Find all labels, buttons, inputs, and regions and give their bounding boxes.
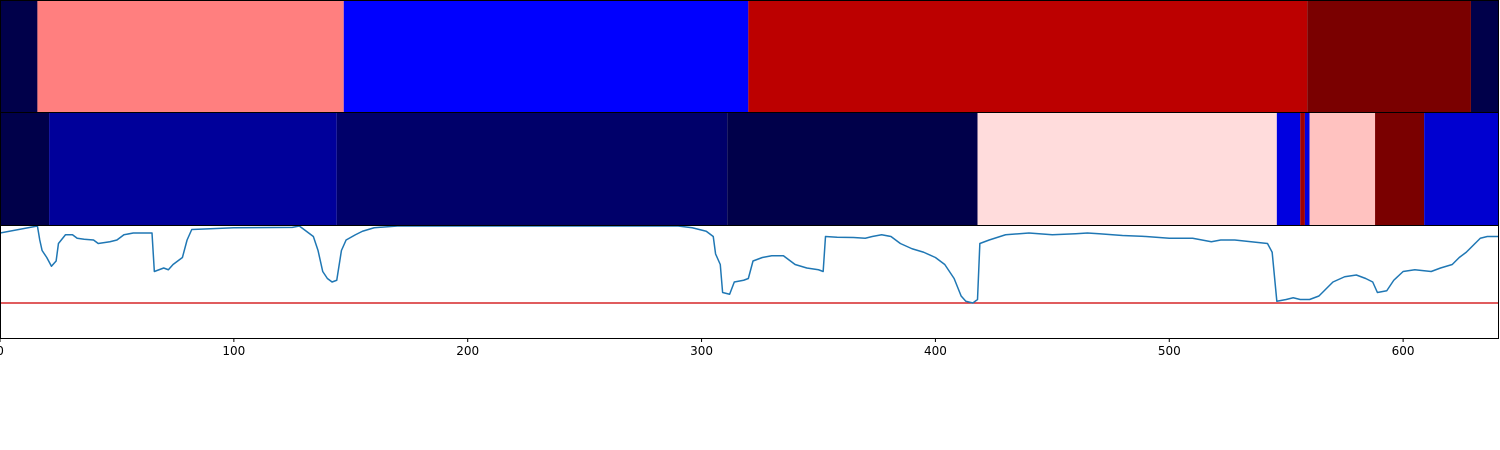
heatmap-segment-0-3 [748, 1, 1308, 112]
heatmap-segment-0-4 [1307, 1, 1471, 112]
heatmap-segment-0-5 [1470, 1, 1499, 112]
x-tick-label-400: 400 [924, 344, 947, 358]
x-tick-label-200: 200 [456, 344, 479, 358]
x-tick-label-600: 600 [1392, 344, 1415, 358]
heatmap-segment-1-10 [1424, 113, 1499, 225]
heatmap-strip-middle [0, 112, 1499, 226]
heatmap-segment-0-2 [343, 1, 749, 112]
x-tick-label-0: 0 [0, 344, 4, 358]
heatmap-segment-1-1 [49, 113, 337, 225]
heatmap-segment-1-3 [727, 113, 978, 225]
heatmap-strip-top [0, 0, 1499, 113]
x-axis: 0 100 200 300 400 500 600 [0, 338, 1415, 358]
heatmap-segment-1-2 [336, 113, 728, 225]
heatmap-segment-1-9 [1375, 113, 1425, 225]
line-plot-panel [0, 225, 1499, 339]
x-tick-label-100: 100 [222, 344, 245, 358]
heatmap-segment-1-4 [977, 113, 1277, 225]
heatmap-segment-1-5 [1276, 113, 1301, 225]
heatmap-segment-1-6 [1300, 113, 1305, 225]
heatmap-segment-0-1 [37, 1, 344, 112]
heatmap-segment-1-8 [1309, 113, 1376, 225]
series-line-0 [0, 226, 1499, 304]
heatmap-segment-1-7 [1304, 113, 1310, 225]
heatmap-segment-0-0 [0, 1, 38, 112]
line-plot-frame [0, 225, 1499, 339]
x-tick-label-300: 300 [690, 344, 713, 358]
x-tick-label-500: 500 [1158, 344, 1181, 358]
heatmap-segment-1-0 [0, 113, 50, 225]
